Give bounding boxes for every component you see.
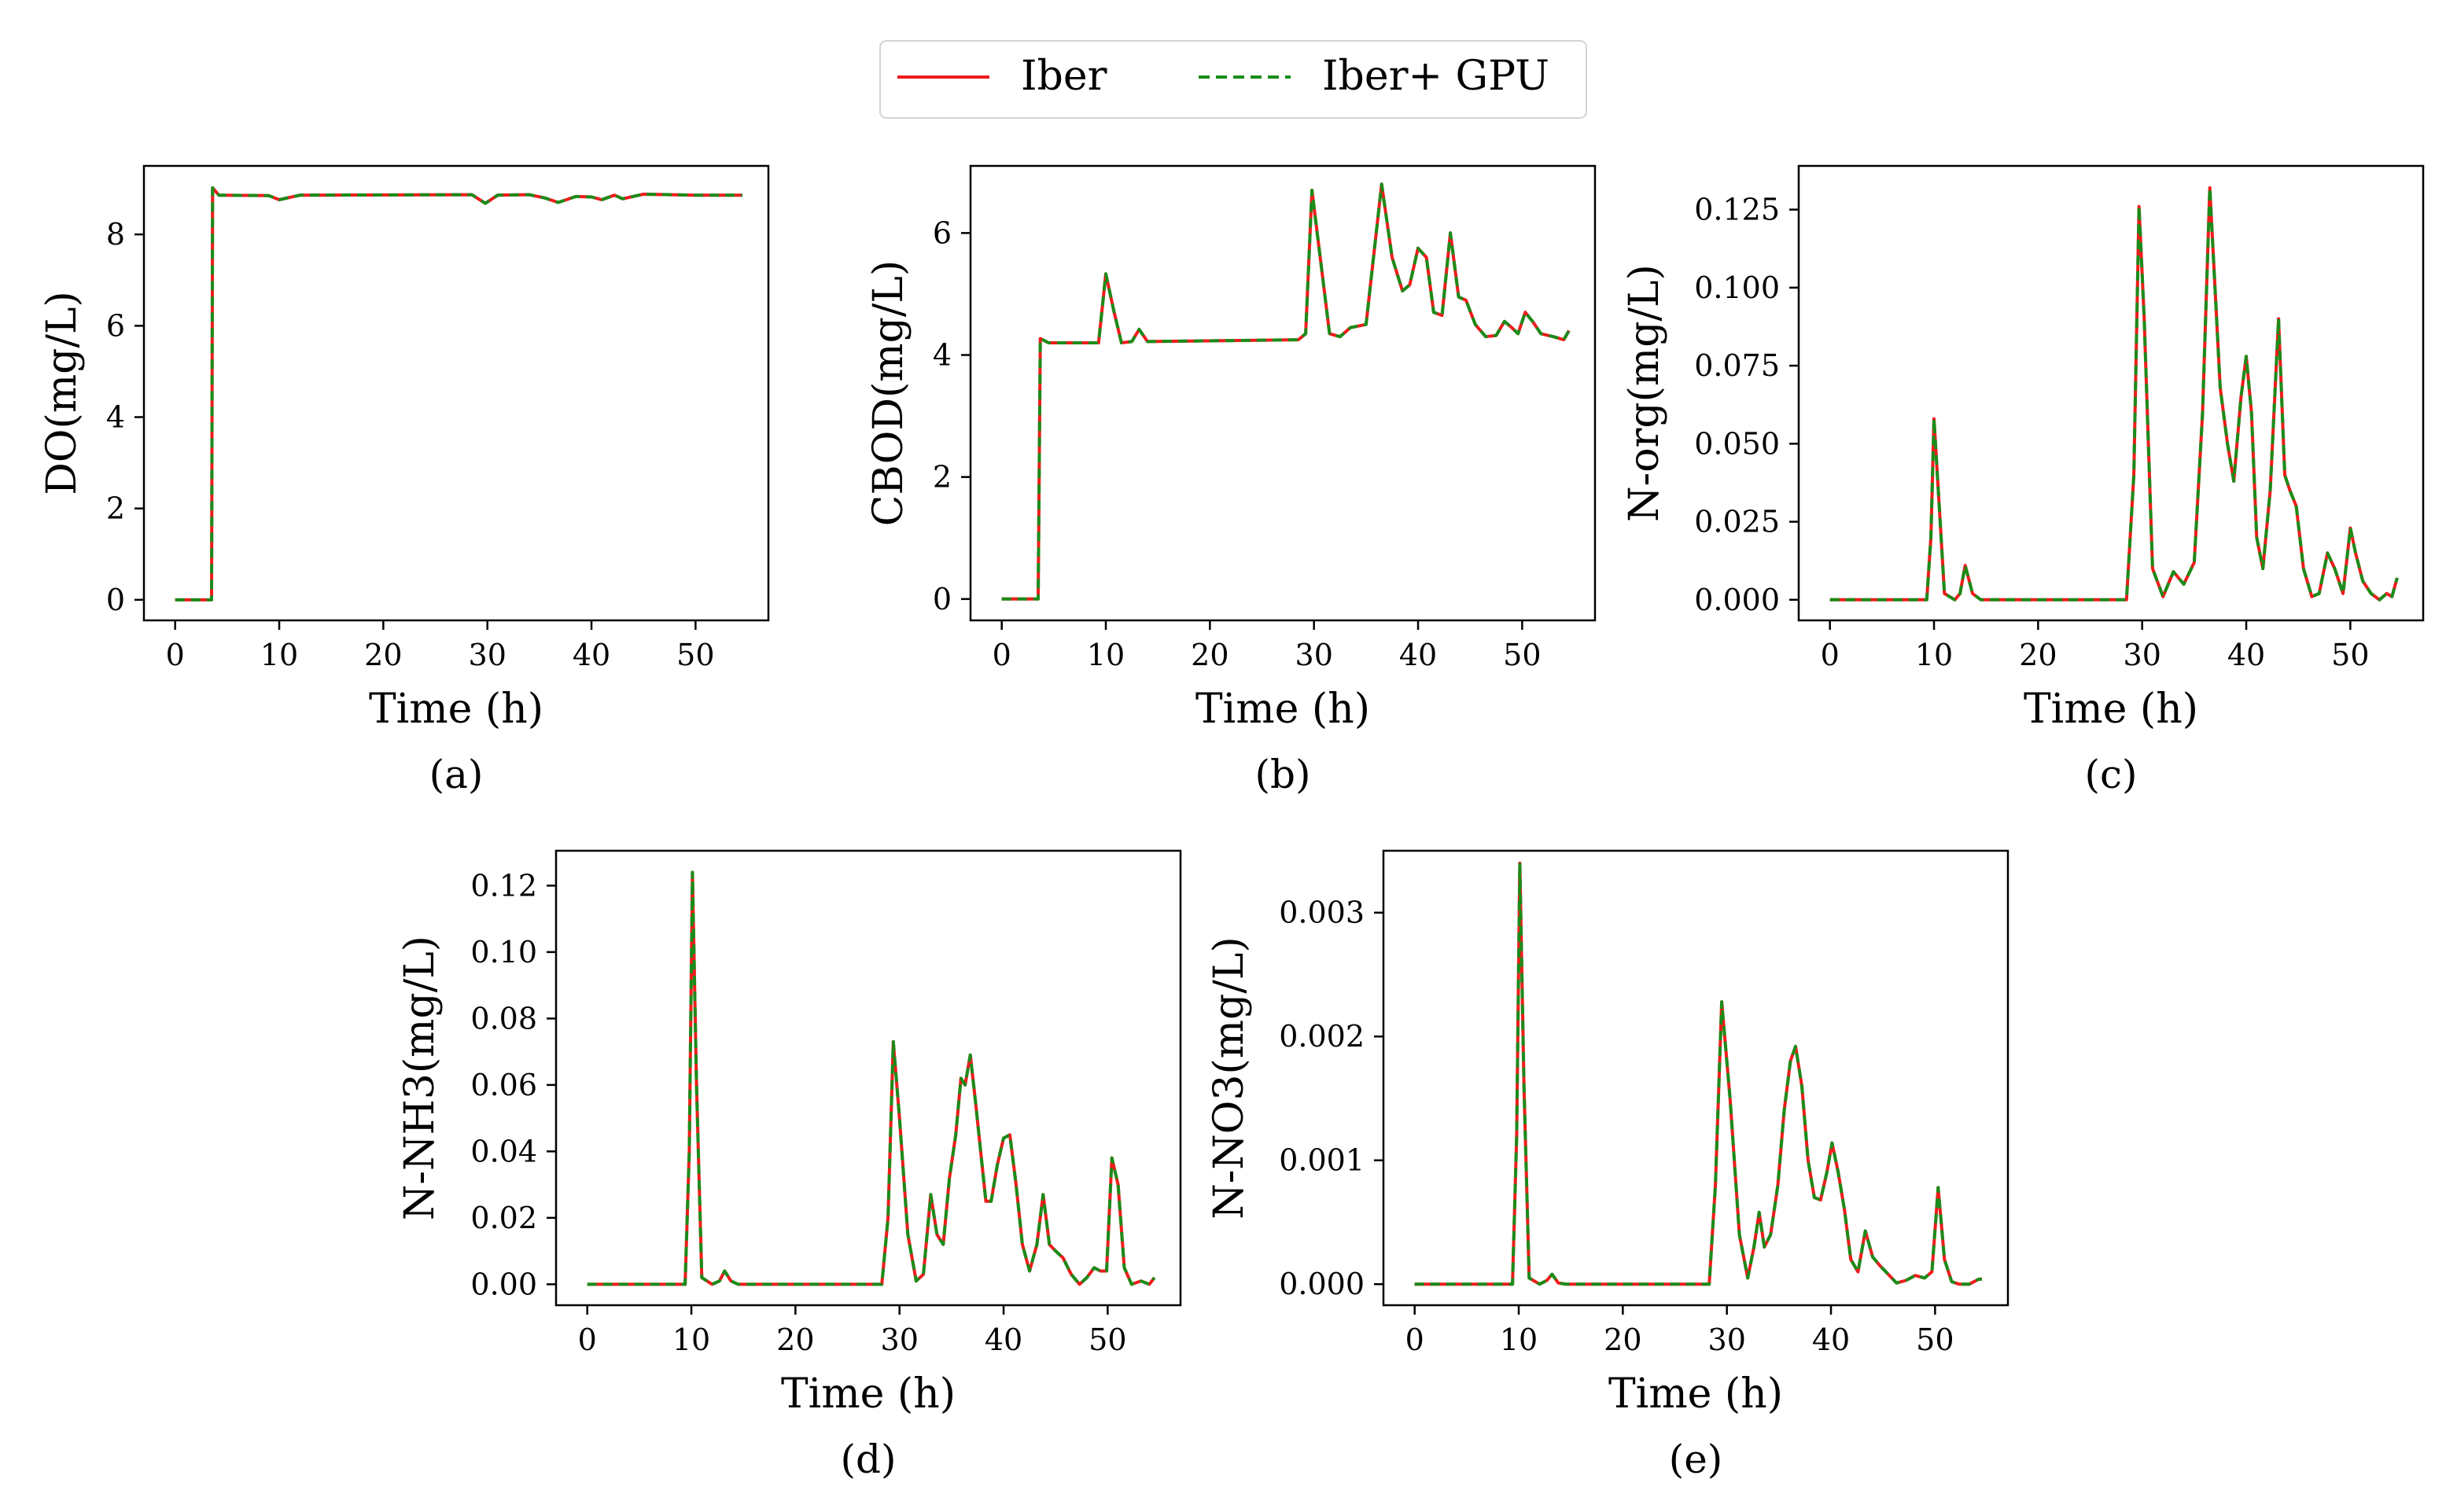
x-tick-label: 0	[166, 638, 185, 672]
x-tick-label: 0	[1405, 1323, 1424, 1357]
x-tick-label: 30	[2124, 638, 2161, 672]
axes-frame	[142, 164, 770, 622]
legend-label-iber: Iber	[1021, 53, 1107, 100]
legend: Iber Iber+ GPU	[879, 40, 1587, 119]
x-tick-label: 30	[469, 638, 507, 672]
x-tick-label: 10	[1915, 638, 1953, 672]
x-tick-label: 20	[1191, 638, 1228, 672]
y-tick-label: 0.025	[1694, 505, 1780, 539]
x-tick-label: 10	[1500, 1323, 1538, 1357]
y-tick-label: 0.00	[470, 1267, 537, 1301]
y-tick-label: 0.003	[1279, 896, 1365, 930]
series-line-iber-gpu	[1001, 182, 1571, 601]
x-tick-label: 20	[776, 1323, 814, 1357]
y-tick-label: 2	[933, 460, 952, 495]
y-tick-label: 0.050	[1694, 426, 1780, 461]
y-tick-label: 0.12	[470, 868, 537, 903]
axes-frame	[1797, 164, 2425, 622]
panel-caption: (d)	[840, 1437, 896, 1482]
x-tick-label: 10	[1087, 638, 1125, 672]
x-tick-label: 20	[1604, 1323, 1641, 1357]
y-tick-label: 4	[933, 338, 952, 373]
x-axis-title: Time (h)	[1195, 686, 1370, 733]
y-axis-title: N-NH3(mg/L)	[396, 936, 444, 1220]
x-tick-label: 50	[1089, 1323, 1126, 1357]
x-tick-label: 0	[578, 1323, 597, 1357]
panel-caption: (a)	[429, 752, 484, 797]
x-tick-label: 30	[1295, 638, 1333, 672]
y-tick-label: 0.001	[1279, 1143, 1365, 1178]
axes-frame	[554, 849, 1182, 1307]
y-tick-label: 4	[106, 399, 125, 434]
axes-frame	[969, 164, 1597, 622]
x-tick-label: 30	[881, 1323, 919, 1357]
chart-panel-e: 0 10 20 30 40 50 0.000 0.001 0.002 0.003 Time (h) N…	[1206, 849, 2009, 1482]
y-tick-label: 0.075	[1694, 348, 1780, 383]
y-tick-label: 0.002	[1279, 1019, 1365, 1054]
x-axis-title: Time (h)	[1608, 1370, 1783, 1418]
y-axis-title: N-NO3(mg/L)	[1206, 936, 1253, 1220]
x-tick-label: 40	[2227, 638, 2265, 672]
series-line-iber	[1829, 186, 2399, 601]
y-tick-label: 0.125	[1694, 193, 1780, 227]
y-tick-label: 0.04	[470, 1134, 537, 1168]
x-tick-label: 10	[672, 1323, 710, 1357]
y-tick-label: 0.100	[1694, 270, 1780, 305]
y-tick-label: 8	[106, 217, 125, 252]
series-line-iber-gpu	[175, 186, 742, 601]
x-tick-label: 50	[2331, 638, 2369, 672]
x-tick-label: 40	[573, 638, 610, 672]
x-tick-label: 30	[1708, 1323, 1746, 1357]
chart-panel-c: 0 10 20 30 40 50 0.000 0.025 0.050 0.075 0.100 0.12…	[1621, 164, 2425, 797]
y-axis-title: CBOD(mg/L)	[865, 260, 912, 527]
axes-frame	[1382, 849, 2009, 1307]
x-tick-label: 50	[1503, 638, 1541, 672]
chart-panel-d: 0 10 20 30 40 50 0.00 0.02 0.04 0.06 0.08 0.10 0.12 T…	[396, 849, 1182, 1482]
x-tick-label: 0	[1821, 638, 1840, 672]
x-axis-title: Time (h)	[781, 1370, 956, 1418]
y-tick-label: 2	[106, 491, 125, 526]
panel-caption: (b)	[1254, 752, 1310, 797]
y-tick-label: 0.06	[470, 1068, 537, 1102]
y-tick-label: 0	[933, 582, 952, 616]
x-tick-label: 0	[993, 638, 1011, 672]
chart-panel-a: 0 10 20 30 40 50 0 2 4 6 8 Time (h) DO(mg/L) (a)	[39, 164, 770, 797]
x-tick-label: 20	[364, 638, 402, 672]
series-line-iber-gpu	[1414, 861, 1982, 1286]
series-line-iber	[175, 186, 742, 601]
y-tick-label: 6	[106, 308, 125, 343]
x-tick-label: 50	[676, 638, 714, 672]
x-tick-label: 20	[2019, 638, 2057, 672]
legend-frame	[879, 40, 1587, 119]
panel-caption: (c)	[2084, 752, 2137, 797]
y-axis-title: DO(mg/L)	[39, 291, 86, 495]
series-line-iber	[1414, 861, 1982, 1286]
x-tick-label: 40	[1399, 638, 1437, 672]
y-tick-label: 0.10	[470, 935, 537, 969]
y-tick-label: 6	[933, 215, 952, 250]
series-line-iber-gpu	[1829, 186, 2399, 601]
y-axis-title: N-org(mg/L)	[1621, 264, 1668, 522]
y-tick-label: 0	[106, 583, 125, 617]
y-tick-label: 0.000	[1279, 1267, 1365, 1301]
x-tick-label: 10	[260, 638, 298, 672]
series-line-iber	[587, 870, 1156, 1286]
x-axis-title: Time (h)	[2024, 686, 2198, 733]
y-tick-label: 0.02	[470, 1201, 537, 1235]
x-axis-title: Time (h)	[369, 686, 543, 733]
series-line-iber	[1001, 182, 1571, 601]
x-tick-label: 40	[1812, 1323, 1850, 1357]
x-tick-label: 50	[1916, 1323, 1954, 1357]
y-tick-label: 0.000	[1694, 583, 1780, 617]
panel-caption: (e)	[1669, 1437, 1723, 1482]
x-tick-label: 40	[985, 1323, 1022, 1357]
chart-panel-b: 0 10 20 30 40 50 0 2 4 6 Time (h) CBOD(mg/L) (b)	[865, 164, 1597, 797]
y-tick-label: 0.08	[470, 1001, 537, 1036]
legend-label-iber-gpu: Iber+ GPU	[1322, 53, 1549, 100]
series-line-iber-gpu	[587, 870, 1156, 1286]
